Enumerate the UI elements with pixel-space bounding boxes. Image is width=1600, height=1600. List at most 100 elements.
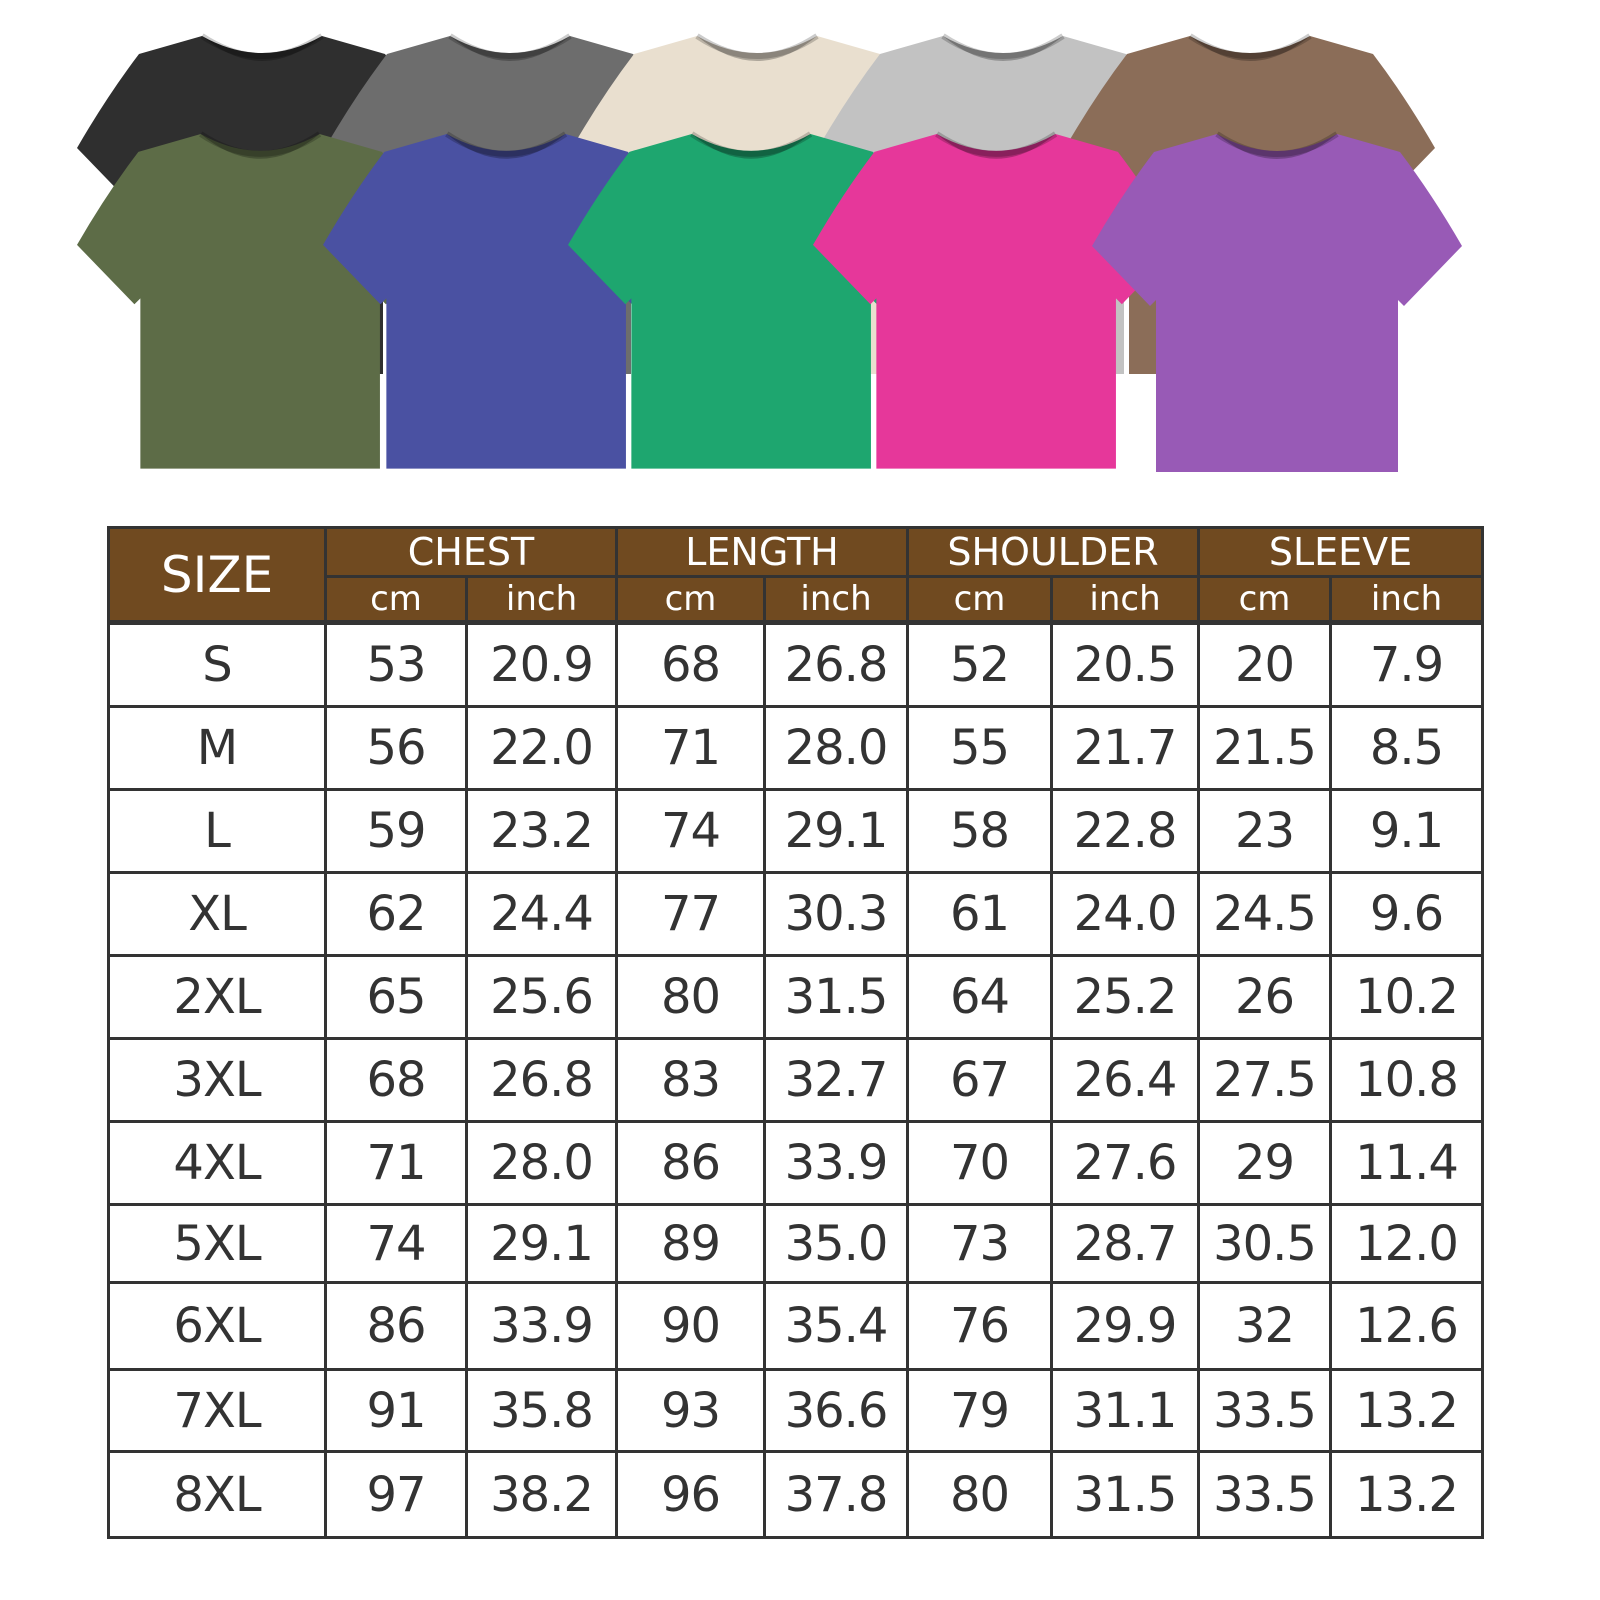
measurement-cell: 32.7 [763,1037,909,1123]
measurement-cell: 30.3 [763,871,909,957]
measurement-cell: 91 [324,1368,468,1453]
measurement-cell: 80 [906,1450,1053,1539]
measurement-cell: 67 [906,1037,1053,1123]
measurement-cell: 74 [615,788,766,874]
measurement-cell: 24.0 [1050,871,1200,957]
measurement-cell: 68 [615,620,766,708]
measurement-cell: 35.4 [763,1281,909,1371]
measurement-cell: 20 [1197,620,1332,708]
header-chest: CHEST [324,526,618,578]
measurement-cell: 93 [615,1368,766,1453]
size-cell: 7XL [107,1368,327,1453]
table-row: 6XL 86 33.9 90 35.4 76 29.9 32 12.6 [107,1281,1484,1371]
measurement-cell: 22.0 [465,705,618,791]
measurement-cell: 29.1 [465,1203,618,1284]
measurement-cell: 33.5 [1197,1368,1332,1453]
table-row: XL 62 24.4 77 30.3 61 24.0 24.5 9.6 [107,871,1484,957]
measurement-cell: 21.5 [1197,705,1332,791]
measurement-cell: 27.5 [1197,1037,1332,1123]
measurement-cell: 70 [906,1120,1053,1206]
size-cell: 3XL [107,1037,327,1123]
unit-shoulder-cm: cm [906,575,1053,624]
measurement-cell: 28.0 [763,705,909,791]
measurement-cell: 86 [324,1281,468,1371]
measurement-cell: 61 [906,871,1053,957]
measurement-cell: 86 [615,1120,766,1206]
measurement-cell: 20.9 [465,620,618,708]
table-row: L 59 23.2 74 29.1 58 22.8 23 9.1 [107,788,1484,874]
size-cell: 2XL [107,954,327,1040]
size-cell: S [107,620,327,708]
measurement-cell: 31.5 [1050,1450,1200,1539]
measurement-cell: 30.5 [1197,1203,1332,1284]
measurement-cell: 90 [615,1281,766,1371]
measurement-cell: 33.5 [1197,1450,1332,1539]
measurement-cell: 29.9 [1050,1281,1200,1371]
measurement-cell: 13.2 [1329,1450,1484,1539]
size-chart-table: SIZE CHEST LENGTH SHOULDER SLEEVE cm inch cm i… [107,526,1484,1539]
size-cell: XL [107,871,327,957]
measurement-cell: 73 [906,1203,1053,1284]
measurement-cell: 71 [324,1120,468,1206]
measurement-cell: 8.5 [1329,705,1484,791]
measurement-cell: 13.2 [1329,1368,1484,1453]
measurement-cell: 26.8 [763,620,909,708]
measurement-cell: 62 [324,871,468,957]
measurement-cell: 23.2 [465,788,618,874]
table-row: 3XL 68 26.8 83 32.7 67 26.4 27.5 10.8 [107,1037,1484,1123]
table-row: 2XL 65 25.6 80 31.5 64 25.2 26 10.2 [107,954,1484,1040]
measurement-cell: 20.5 [1050,620,1200,708]
measurement-cell: 79 [906,1368,1053,1453]
measurement-cell: 71 [615,705,766,791]
measurement-cell: 96 [615,1450,766,1539]
measurement-cell: 9.6 [1329,871,1484,957]
header-shoulder: SHOULDER [906,526,1200,578]
measurement-cell: 55 [906,705,1053,791]
measurement-cell: 59 [324,788,468,874]
purple-tshirt [1092,131,1462,472]
unit-chest-inch: inch [465,575,618,624]
measurement-cell: 10.8 [1329,1037,1484,1123]
measurement-cell: 31.1 [1050,1368,1200,1453]
measurement-cell: 26.8 [465,1037,618,1123]
measurement-cell: 65 [324,954,468,1040]
measurement-cell: 89 [615,1203,766,1284]
size-cell: 6XL [107,1281,327,1371]
measurement-cell: 12.0 [1329,1203,1484,1284]
measurement-cell: 74 [324,1203,468,1284]
pink-tshirt [813,131,1180,469]
unit-shoulder-inch: inch [1050,575,1200,624]
measurement-cell: 26 [1197,954,1332,1040]
measurement-cell: 28.0 [465,1120,618,1206]
measurement-cell: 35.8 [465,1368,618,1453]
table-row: 7XL 91 35.8 93 36.6 79 31.1 33.5 13.2 [107,1368,1484,1453]
size-cell: 5XL [107,1203,327,1284]
measurement-cell: 33.9 [465,1281,618,1371]
measurement-cell: 83 [615,1037,766,1123]
measurement-cell: 11.4 [1329,1120,1484,1206]
measurement-cell: 53 [324,620,468,708]
header-sleeve: SLEEVE [1197,526,1484,578]
measurement-cell: 7.9 [1329,620,1484,708]
measurement-cell: 37.8 [763,1450,909,1539]
measurement-cell: 52 [906,620,1053,708]
table-row: M 56 22.0 71 28.0 55 21.7 21.5 8.5 [107,705,1484,791]
measurement-cell: 64 [906,954,1053,1040]
measurement-cell: 10.2 [1329,954,1484,1040]
measurement-cell: 9.1 [1329,788,1484,874]
table-row: 4XL 71 28.0 86 33.9 70 27.6 29 11.4 [107,1120,1484,1206]
measurement-cell: 97 [324,1450,468,1539]
table-row: 5XL 74 29.1 89 35.0 73 28.7 30.5 12.0 [107,1203,1484,1284]
size-cell: 8XL [107,1450,327,1539]
tshirt-color-lineup [77,33,1462,472]
measurement-cell: 28.7 [1050,1203,1200,1284]
measurement-cell: 23 [1197,788,1332,874]
measurement-cell: 58 [906,788,1053,874]
measurement-cell: 80 [615,954,766,1040]
measurement-cell: 27.6 [1050,1120,1200,1206]
measurement-cell: 29 [1197,1120,1332,1206]
size-header: SIZE [107,526,327,624]
measurement-cell: 21.7 [1050,705,1200,791]
measurement-cell: 25.2 [1050,954,1200,1040]
unit-sleeve-cm: cm [1197,575,1332,624]
